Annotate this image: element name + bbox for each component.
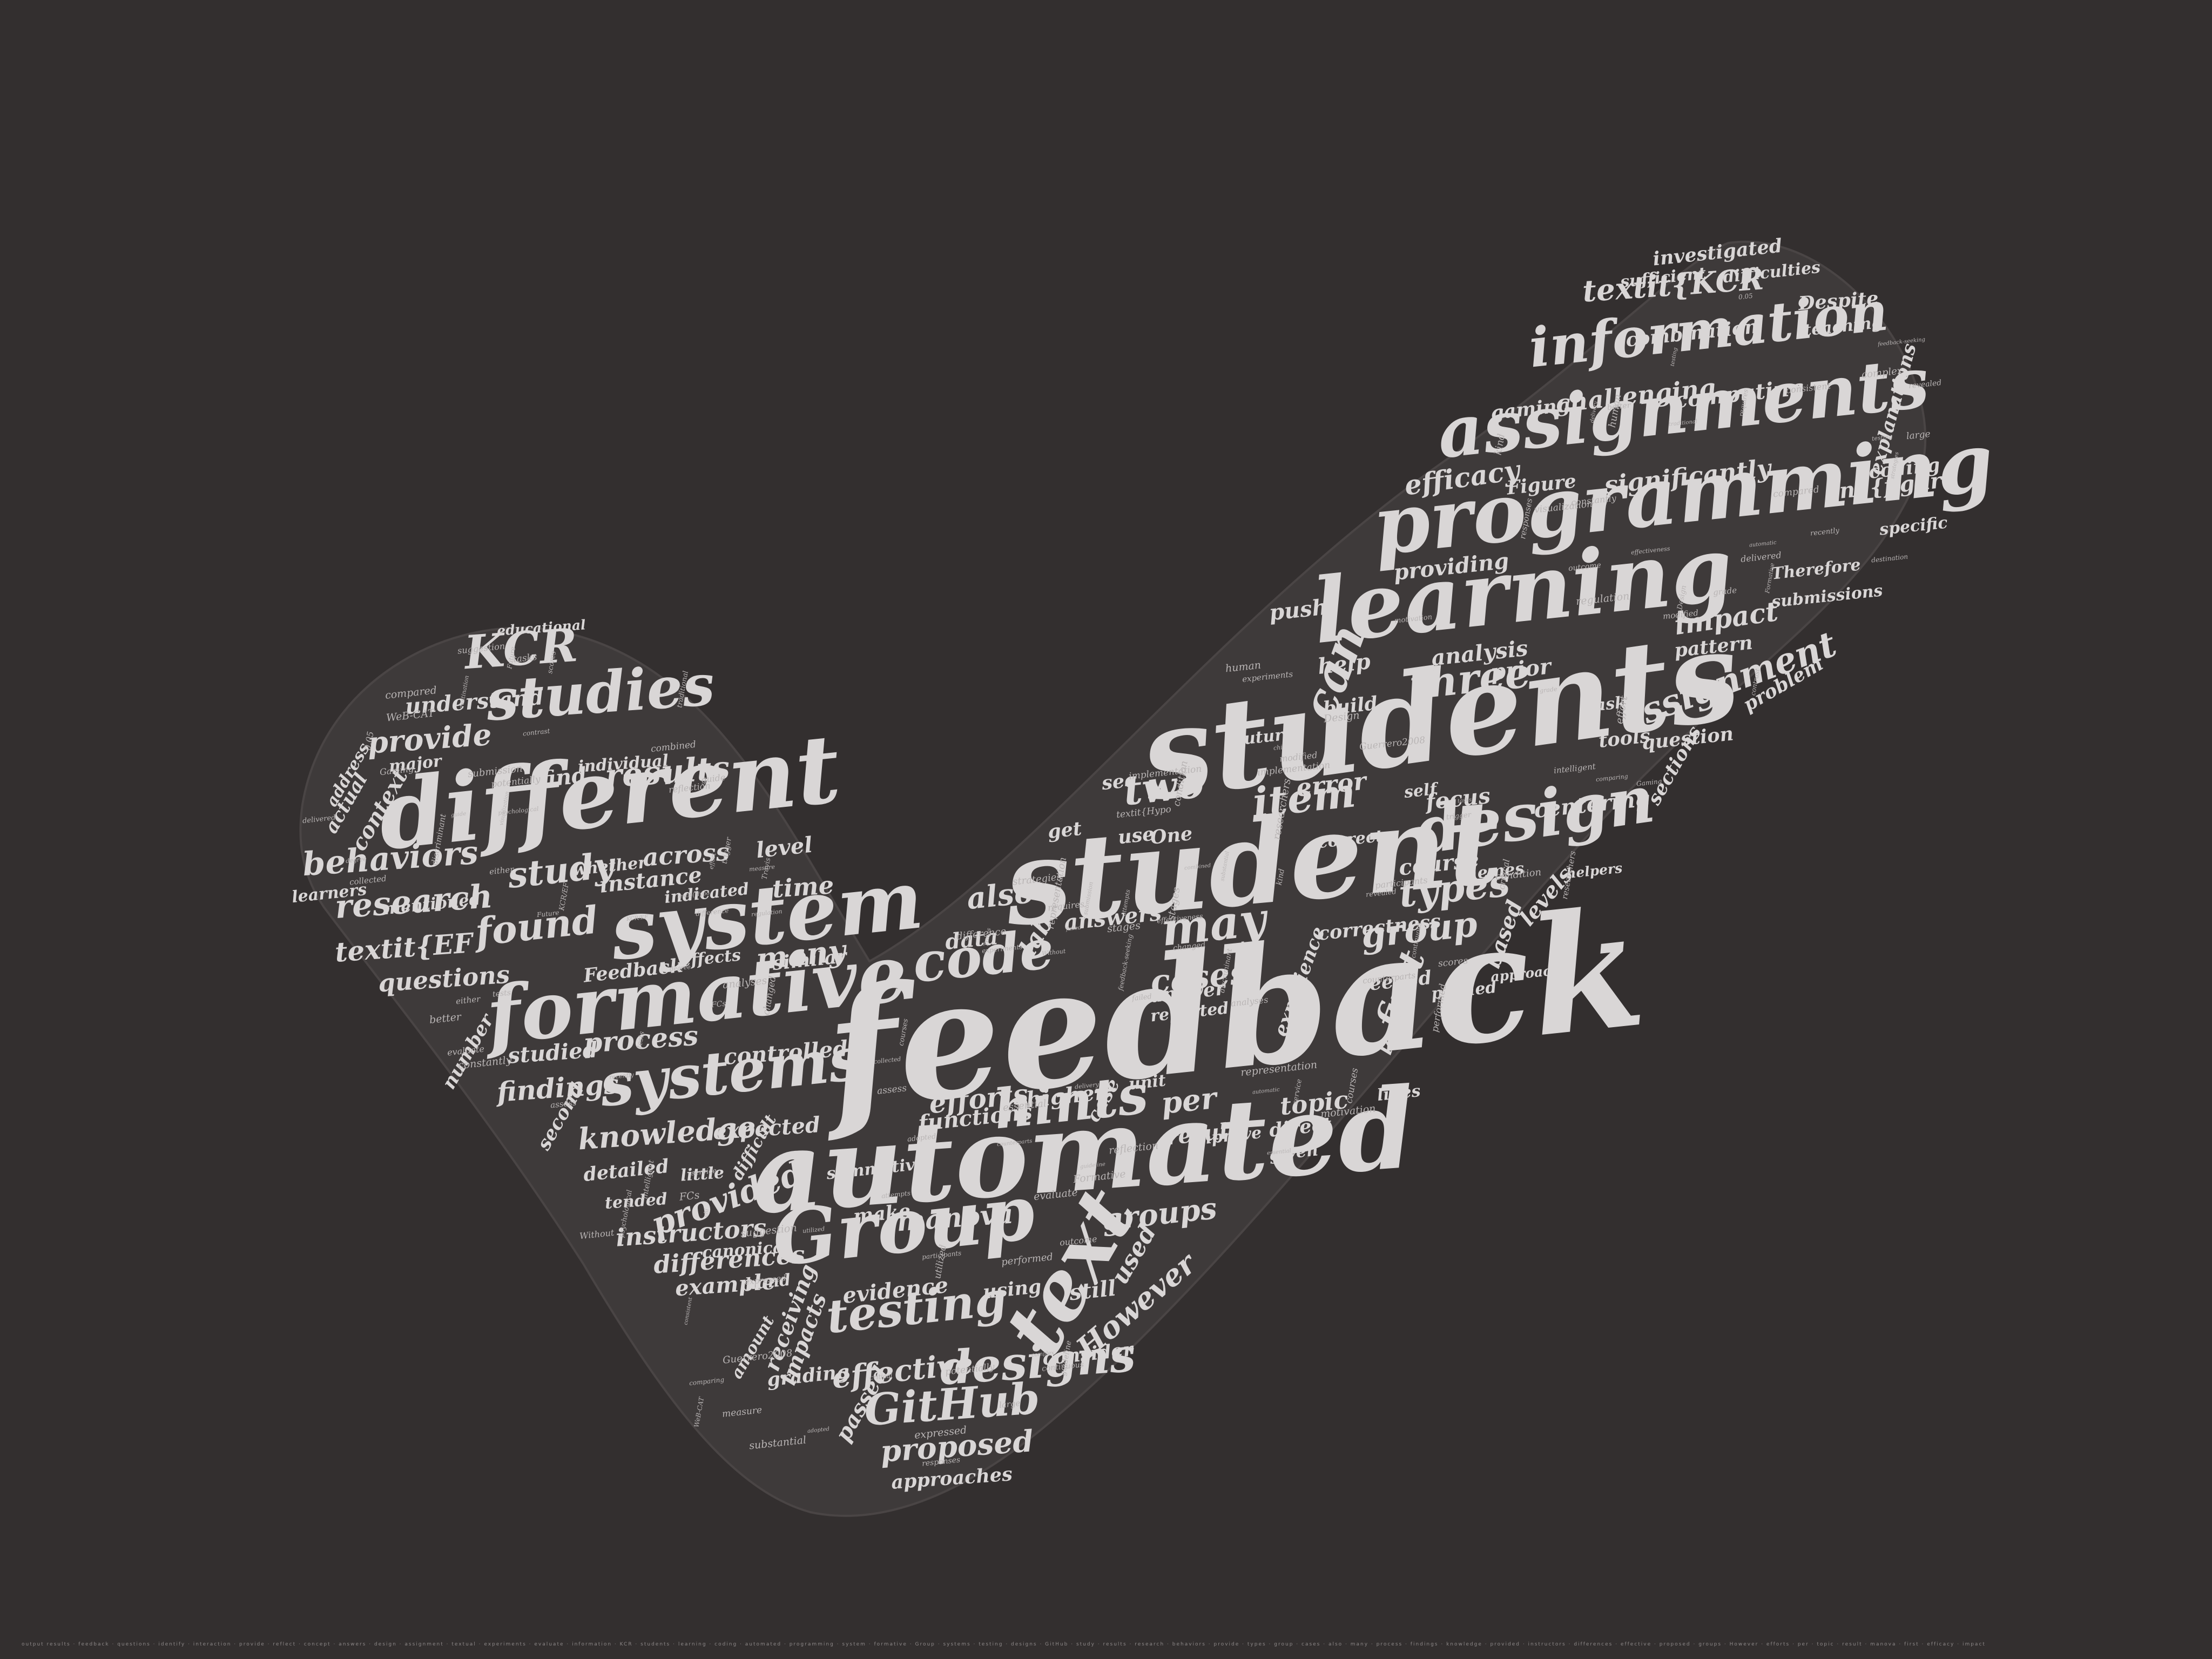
word-manova: manova (895, 1197, 1015, 1238)
word-tools: tools (1597, 725, 1651, 752)
word-tasks: tasks (512, 651, 538, 665)
word-grade: grade (1539, 685, 1557, 694)
word-future: Future (536, 908, 559, 919)
word-guide: guide (700, 772, 726, 785)
word-large: large (999, 1398, 1021, 1410)
word-either: either (455, 994, 481, 1007)
word-push: push (1267, 594, 1329, 626)
word-fcs: FCs (679, 1189, 700, 1203)
word-despite: Despite (1797, 287, 1879, 315)
word-per: per (1159, 1080, 1218, 1121)
word-time: time (771, 871, 835, 903)
word-get: get (1047, 817, 1083, 844)
word-still: still (1068, 1275, 1117, 1306)
word-tended: tended (604, 1190, 668, 1213)
word-using: using (982, 1275, 1043, 1304)
word-critical: critical (869, 1371, 893, 1381)
word-unit: unit (1128, 1071, 1167, 1094)
word-provide: provide (366, 717, 493, 760)
word-chi: chi (1272, 744, 1283, 752)
word-one: One (1149, 822, 1194, 849)
word-tests: tests (492, 988, 511, 999)
word-help: help (1316, 649, 1372, 679)
word-grade: grade (1712, 585, 1738, 597)
word-degree: degree (345, 855, 367, 865)
word-self: self (1403, 779, 1438, 802)
bottom-word-strip: output results · feedback · questions · … (22, 1642, 1986, 1647)
word-make: make (852, 1199, 912, 1228)
word-lines: lines (1376, 1081, 1422, 1105)
word-fcs: FCs (711, 999, 727, 1009)
word-studied: studied (507, 1037, 599, 1069)
word-assess: assess (550, 1097, 577, 1110)
word-error: error (1294, 766, 1368, 802)
word-prior: prior (1489, 653, 1553, 685)
word-0-05: 0.05 (1738, 292, 1754, 301)
